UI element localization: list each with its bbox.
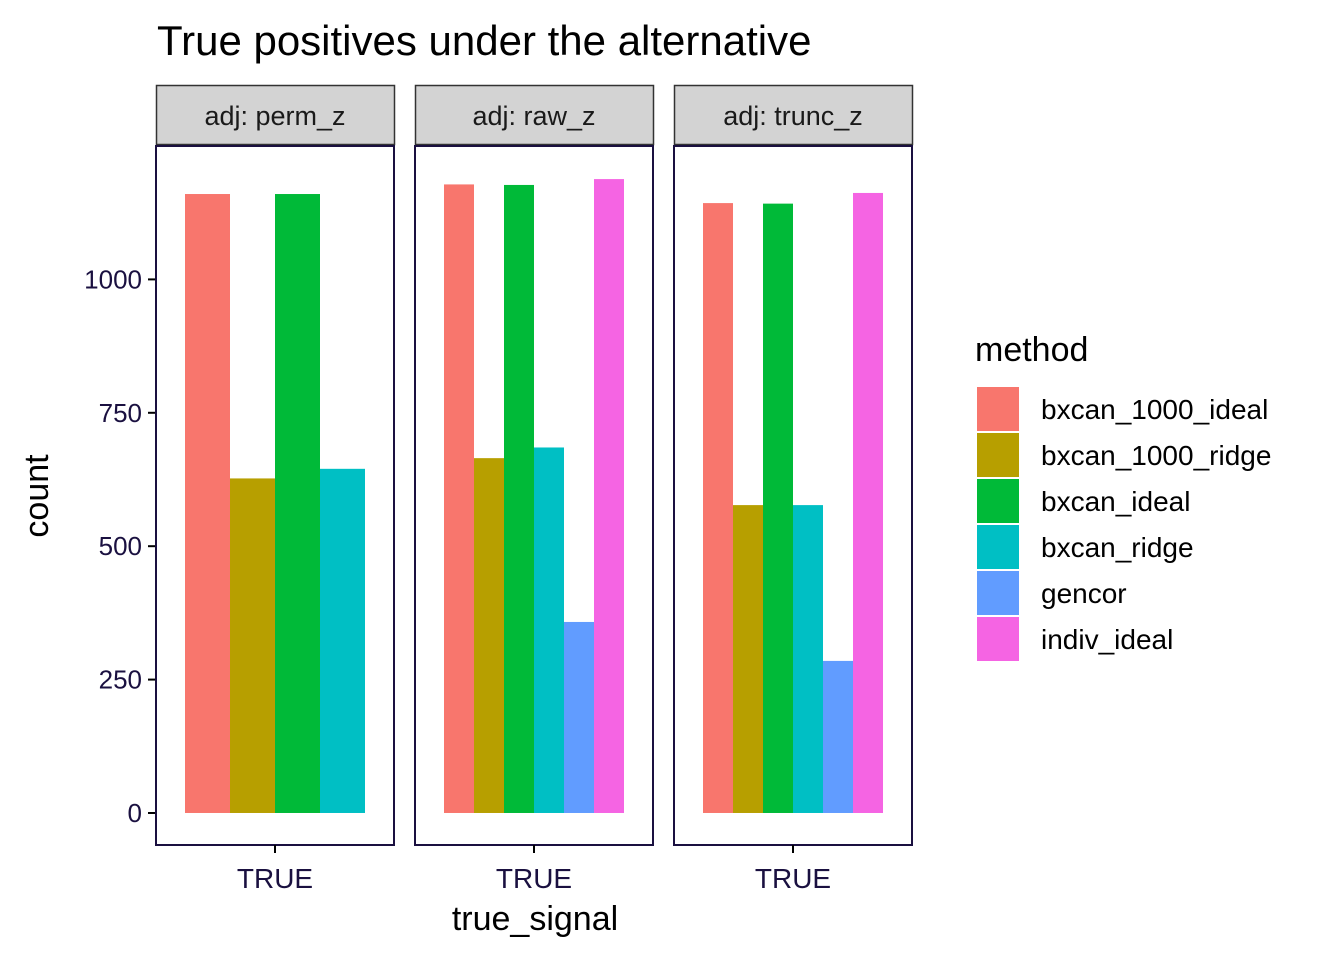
bar-bxcan_ridge xyxy=(320,468,365,813)
legend-key-bxcan_1000_ridge xyxy=(977,433,1019,477)
bar-bxcan_1000_ridge xyxy=(474,458,504,813)
legend-key-bxcan_ridge xyxy=(977,525,1019,569)
y-tick-label: 0 xyxy=(128,798,142,828)
y-tick-label: 500 xyxy=(99,531,142,561)
legend-label: bxcan_ridge xyxy=(1041,532,1194,563)
y-tick-label: 1000 xyxy=(84,264,142,294)
x-tick-label: TRUE xyxy=(237,863,313,894)
x-tick-label: TRUE xyxy=(496,863,572,894)
legend-item: gencor xyxy=(977,571,1127,615)
legend-title: method xyxy=(975,331,1088,369)
bar-bxcan_ridge xyxy=(534,447,564,813)
legend-key-indiv_ideal xyxy=(977,617,1019,661)
chart-title: True positives under the alternative xyxy=(157,17,811,64)
strip-label: adj: trunc_z xyxy=(723,101,863,131)
legend-item: bxcan_ideal xyxy=(977,479,1190,523)
y-axis-label: count xyxy=(18,454,56,538)
legend-item: bxcan_1000_ridge xyxy=(977,433,1271,477)
facet-panel: adj: perm_z TRUE xyxy=(155,84,396,894)
bar-bxcan_1000_ideal xyxy=(185,194,230,813)
y-tick-label: 750 xyxy=(99,398,142,428)
bar-gencor xyxy=(564,621,594,813)
bar-bxcan_1000_ideal xyxy=(444,184,474,813)
bar-gencor xyxy=(823,660,853,813)
strip-background xyxy=(414,84,655,146)
strip-background xyxy=(155,84,396,146)
bar-indiv_ideal xyxy=(594,179,624,813)
strip-label: adj: raw_z xyxy=(472,101,595,131)
legend-label: gencor xyxy=(1041,578,1127,609)
legend-key-bxcan_1000_ideal xyxy=(977,387,1019,431)
legend-item: bxcan_1000_ideal xyxy=(977,387,1268,431)
bar-bxcan_1000_ridge xyxy=(733,505,763,813)
facet-panel: adj: trunc_z TRUE xyxy=(673,84,914,894)
y-axis: 0 250 500 750 1000 xyxy=(84,264,156,828)
bar-indiv_ideal xyxy=(853,192,883,813)
legend-item: indiv_ideal xyxy=(977,617,1173,661)
legend-key-gencor xyxy=(977,571,1019,615)
strip-label: adj: perm_z xyxy=(204,101,345,131)
legend-key-bxcan_ideal xyxy=(977,479,1019,523)
bar-bxcan_ideal xyxy=(504,184,534,813)
bar-bxcan_ridge xyxy=(793,505,823,813)
facet-panel: adj: raw_z TRUE xyxy=(414,84,655,894)
bar-bxcan_1000_ridge xyxy=(230,478,275,813)
legend-label: indiv_ideal xyxy=(1041,624,1173,655)
legend-item: bxcan_ridge xyxy=(977,525,1194,569)
legend-label: bxcan_1000_ridge xyxy=(1041,440,1271,471)
legend-label: bxcan_ideal xyxy=(1041,486,1190,517)
x-axis-label: true_signal xyxy=(452,900,618,938)
x-tick-label: TRUE xyxy=(755,863,831,894)
y-tick-label: 250 xyxy=(99,665,142,695)
strip-background xyxy=(673,84,914,146)
legend: bxcan_1000_ideal bxcan_1000_ridge bxcan_id… xyxy=(977,387,1271,661)
legend-label: bxcan_1000_ideal xyxy=(1041,394,1268,425)
bar-bxcan_ideal xyxy=(763,203,793,813)
bar-bxcan_1000_ideal xyxy=(703,203,733,813)
bar-bxcan_ideal xyxy=(275,194,320,813)
